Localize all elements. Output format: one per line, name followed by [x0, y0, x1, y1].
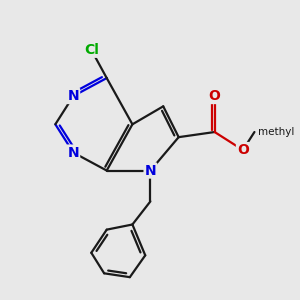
Text: O: O: [209, 89, 220, 103]
Text: N: N: [68, 89, 79, 103]
Text: N: N: [68, 146, 79, 160]
Text: methyl: methyl: [258, 127, 295, 137]
Text: O: O: [237, 143, 249, 157]
Text: Cl: Cl: [84, 43, 99, 57]
Text: N: N: [145, 164, 156, 178]
